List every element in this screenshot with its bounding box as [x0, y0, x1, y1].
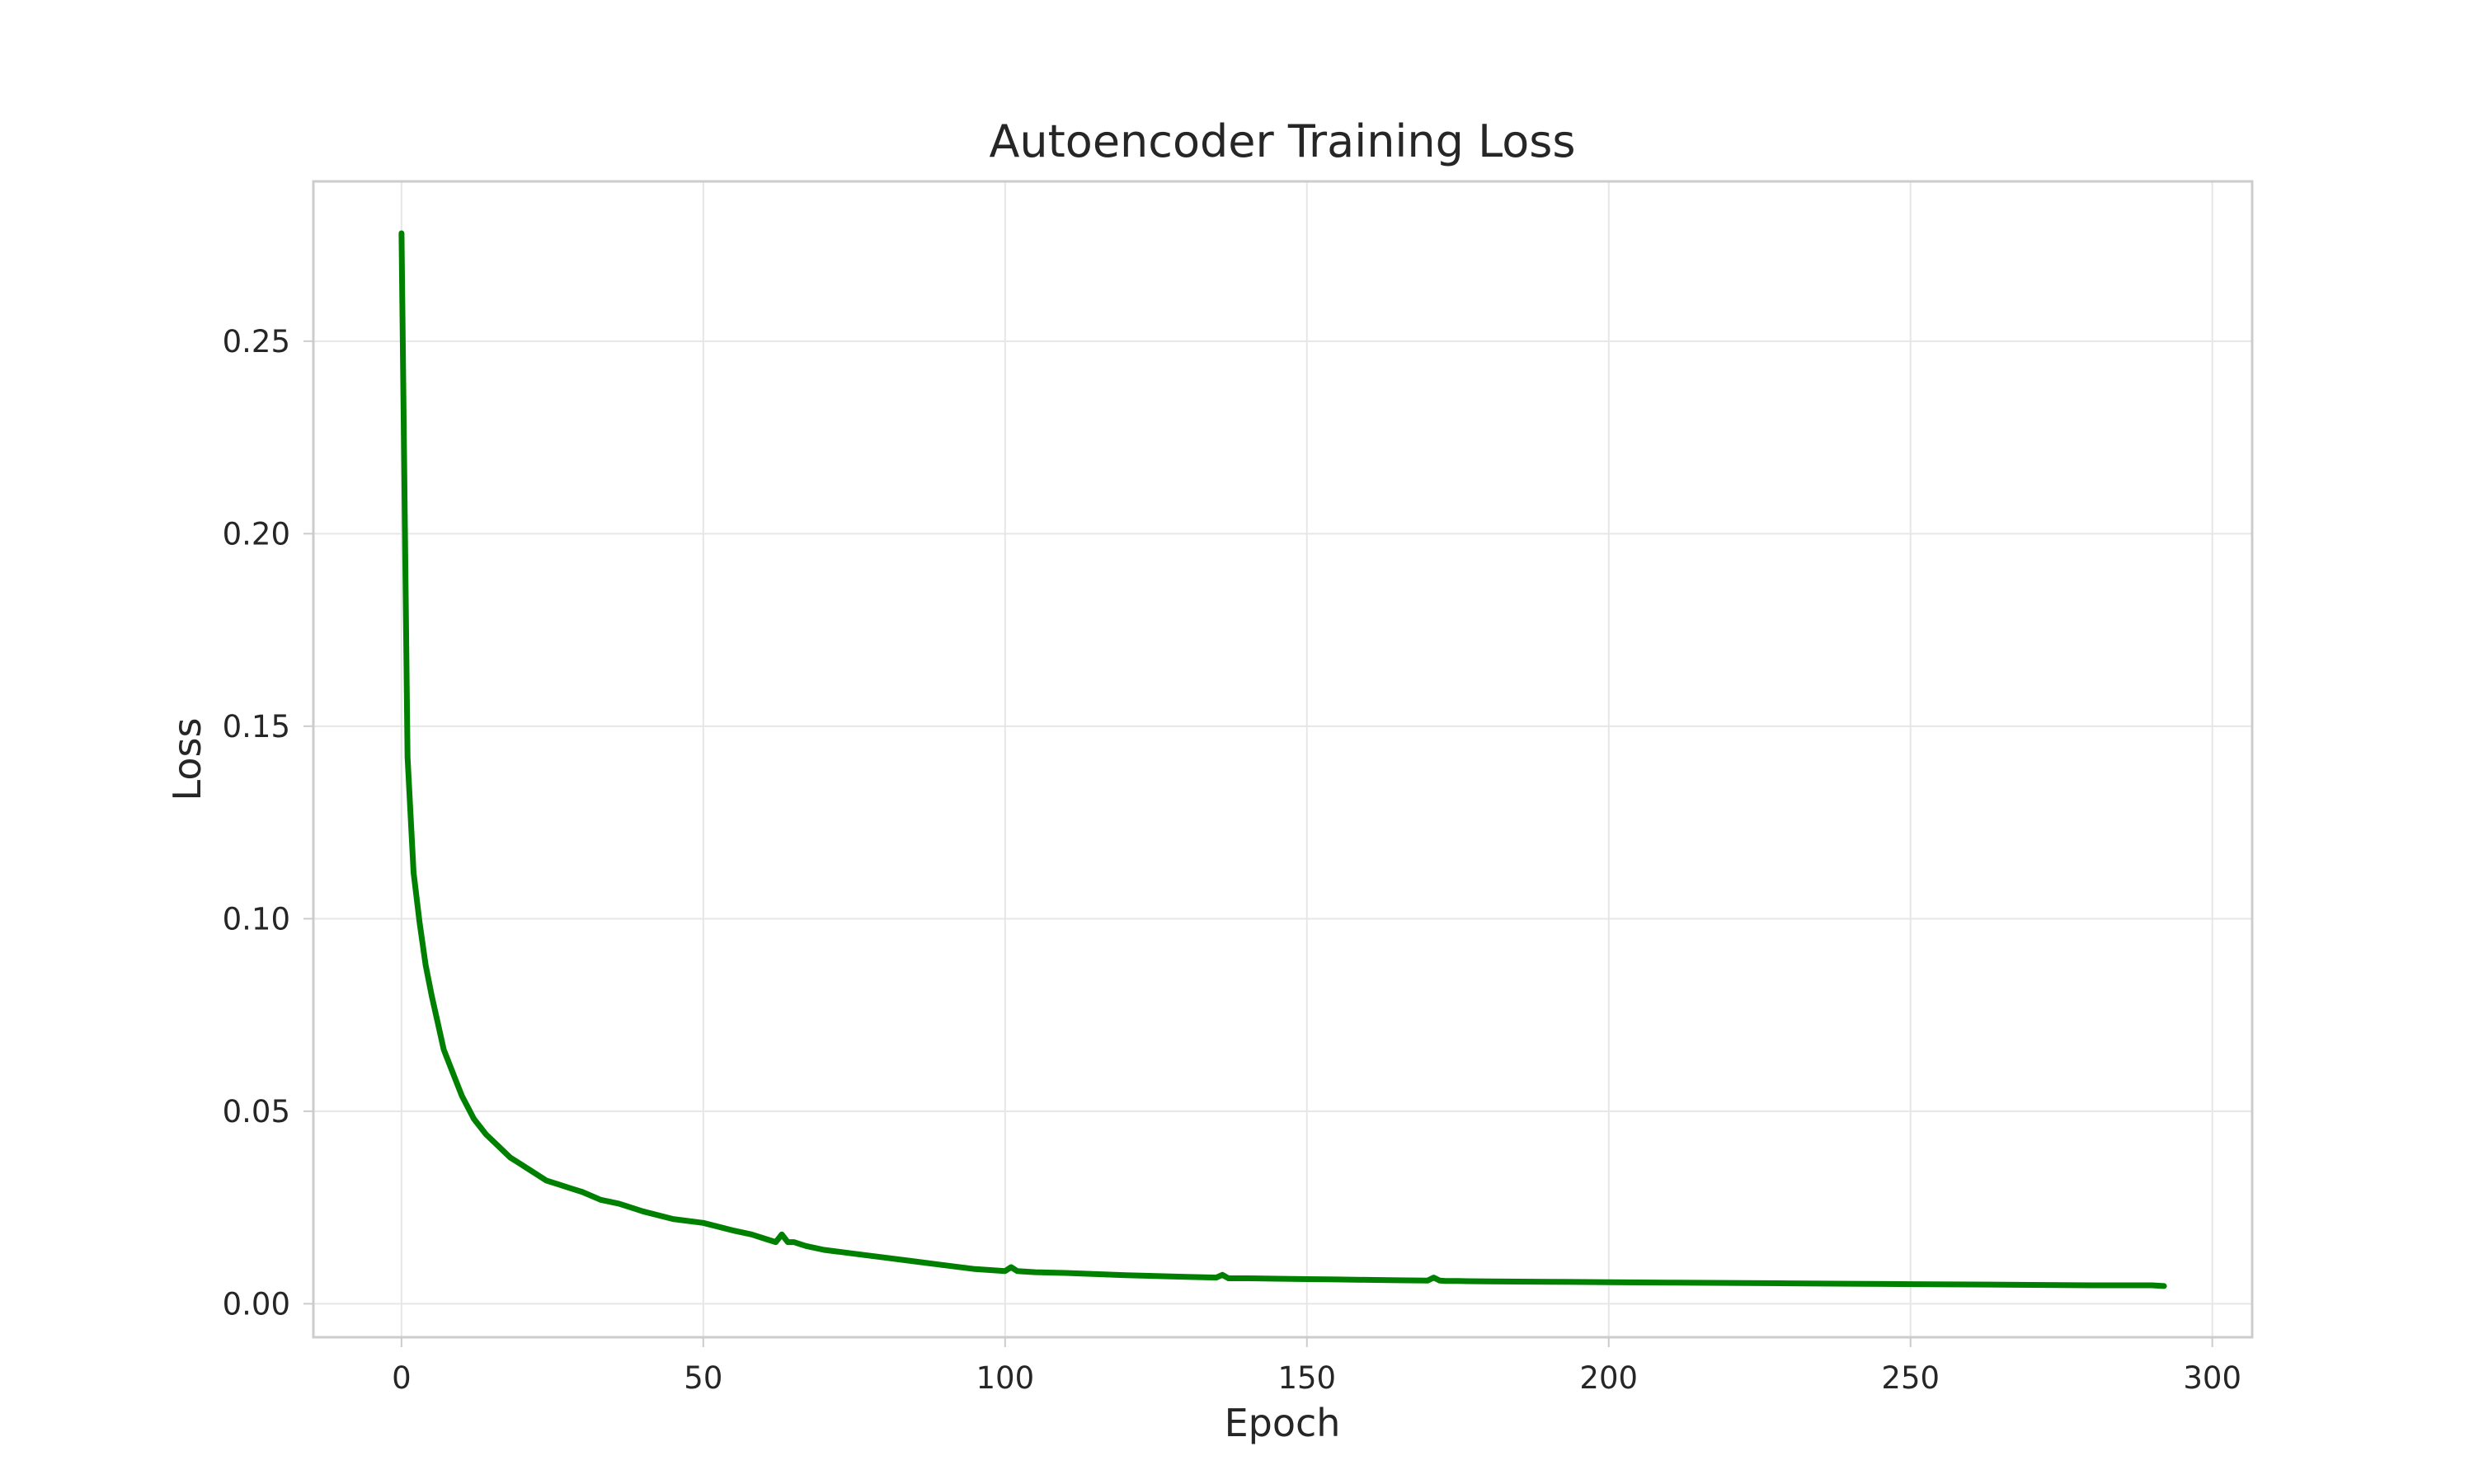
x-tick-label: 300 [2183, 1360, 2241, 1396]
chart-title: Autoencoder Training Loss [989, 115, 1575, 167]
x-axis-label: Epoch [1225, 1401, 1341, 1445]
y-tick-label: 0.25 [223, 324, 290, 359]
x-tick-label: 200 [1579, 1360, 1638, 1396]
loss-series-line [398, 230, 2167, 1289]
plot-frame [312, 180, 2254, 1339]
y-tick-label: 0.20 [223, 516, 290, 552]
x-tick-label: 250 [1881, 1360, 1940, 1396]
y-axis-label: Loss [165, 718, 209, 801]
x-tick-label: 150 [1277, 1360, 1336, 1396]
x-axis-ticks: 0 50 100 150 200 250 300 [392, 1337, 2241, 1396]
y-axis-ticks: 0.00 0.05 0.10 0.15 0.20 0.25 [223, 324, 313, 1322]
y-tick-label: 0.00 [223, 1286, 290, 1322]
x-tick-label: 50 [684, 1360, 722, 1396]
y-tick-label: 0.05 [223, 1094, 290, 1129]
x-tick-label: 0 [392, 1360, 412, 1396]
y-tick-label: 0.10 [223, 901, 290, 937]
y-tick-label: 0.15 [223, 709, 290, 744]
x-tick-label: 100 [976, 1360, 1034, 1396]
grid-lines [313, 181, 2252, 1337]
series-layer [398, 230, 2167, 1289]
